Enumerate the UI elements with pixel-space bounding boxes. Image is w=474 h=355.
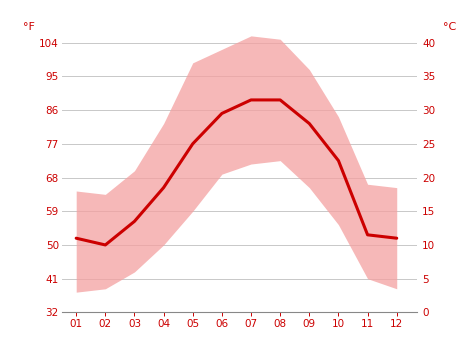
Text: °C: °C (443, 22, 456, 32)
Text: °F: °F (23, 22, 35, 32)
